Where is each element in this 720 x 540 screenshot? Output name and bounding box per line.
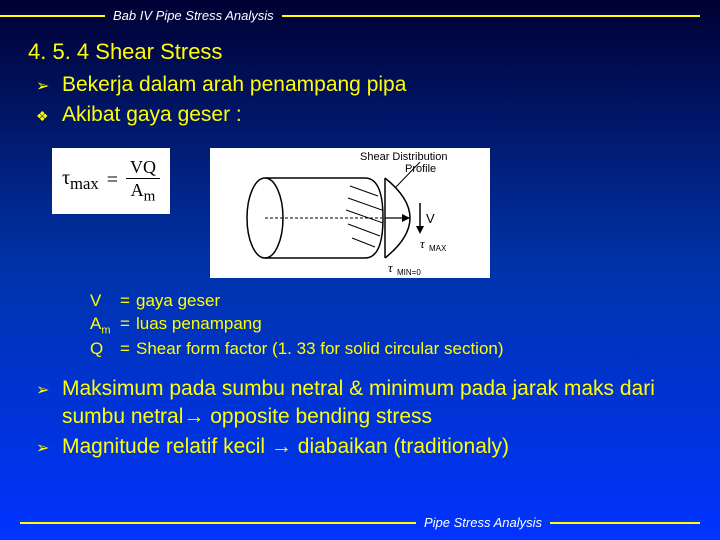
definition-list: V = gaya geser Am = luas penampang Q = S… bbox=[90, 290, 692, 361]
list-item: Akibat gaya geser : bbox=[28, 101, 692, 129]
bullet-list-bottom: Maksimum pada sumbu netral & minimum pad… bbox=[28, 375, 692, 462]
list-item: Magnitude relatif kecil → diabaikan (tra… bbox=[28, 433, 692, 461]
formula-denominator: Am bbox=[131, 179, 156, 205]
definition-row: Am = luas penampang bbox=[90, 313, 692, 338]
definition-text: Shear form factor (1. 33 for solid circu… bbox=[136, 338, 504, 361]
formula-eq: = bbox=[107, 169, 118, 192]
formula-numerator: VQ bbox=[126, 158, 160, 179]
svg-text:Profile: Profile bbox=[405, 163, 436, 175]
definition-eq: = bbox=[120, 313, 136, 338]
shear-diagram-svg: Shear Distribution Profile V τ MAX τ MIN… bbox=[210, 148, 490, 278]
header-rule-left bbox=[0, 15, 105, 17]
slide-content: 4. 5. 4 Shear Stress Bekerja dalam arah … bbox=[0, 27, 720, 462]
definition-text: luas penampang bbox=[136, 313, 262, 338]
footer-rule-left bbox=[20, 522, 416, 524]
header-bar: Bab IV Pipe Stress Analysis bbox=[0, 0, 720, 27]
definition-symbol: Q bbox=[90, 338, 120, 361]
footer-rule-right bbox=[550, 522, 700, 524]
shear-diagram: Shear Distribution Profile V τ MAX τ MIN… bbox=[210, 148, 490, 278]
definition-row: V = gaya geser bbox=[90, 290, 692, 313]
section-title: 4. 5. 4 Shear Stress bbox=[28, 39, 692, 65]
svg-text:τ: τ bbox=[420, 236, 426, 251]
formula-fraction: VQ Am bbox=[126, 158, 160, 205]
definition-text: gaya geser bbox=[136, 290, 220, 313]
definition-row: Q = Shear form factor (1. 33 for solid c… bbox=[90, 338, 692, 361]
bullet-list-top: Bekerja dalam arah penampang pipa Akibat… bbox=[28, 71, 692, 130]
header-rule-right bbox=[282, 15, 700, 17]
definition-eq: = bbox=[120, 338, 136, 361]
header-chapter: Bab IV Pipe Stress Analysis bbox=[105, 8, 282, 23]
footer-bar: Pipe Stress Analysis bbox=[0, 515, 720, 530]
svg-text:τ: τ bbox=[388, 260, 394, 275]
diagram-profile-label: Shear Distribution bbox=[360, 151, 447, 163]
svg-text:MIN=0: MIN=0 bbox=[397, 268, 421, 277]
definition-eq: = bbox=[120, 290, 136, 313]
definition-symbol: Am bbox=[90, 313, 120, 338]
list-item: Bekerja dalam arah penampang pipa bbox=[28, 71, 692, 99]
list-item: Maksimum pada sumbu netral & minimum pad… bbox=[28, 375, 692, 432]
definition-symbol: V bbox=[90, 290, 120, 313]
svg-text:MAX: MAX bbox=[429, 244, 447, 253]
formula-lhs: τmax bbox=[62, 167, 99, 194]
svg-text:V: V bbox=[426, 211, 435, 226]
footer-text: Pipe Stress Analysis bbox=[416, 515, 550, 530]
formula-box: τmax = VQ Am bbox=[52, 148, 170, 215]
figure-row: τmax = VQ Am bbox=[52, 148, 692, 278]
